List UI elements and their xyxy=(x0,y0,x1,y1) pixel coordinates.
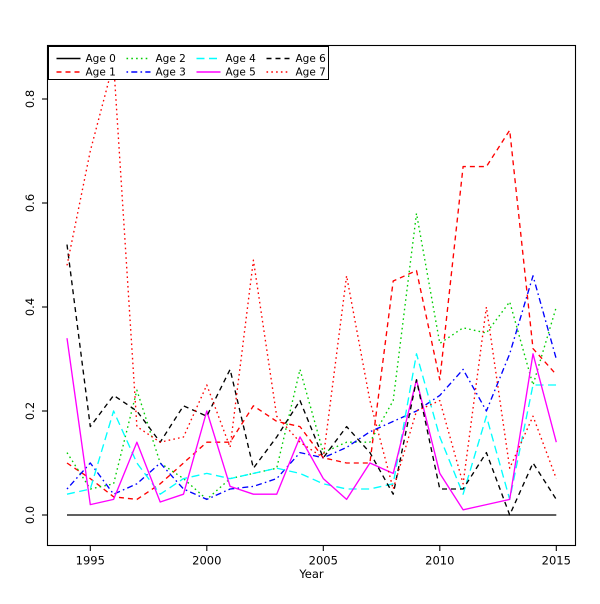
series-line-age-1 xyxy=(66,129,557,501)
x-tick-label: 2000 xyxy=(192,554,221,568)
series-line-age-7 xyxy=(66,61,557,490)
legend-box xyxy=(48,46,329,80)
legend-label-age-0: Age 0 xyxy=(86,53,116,65)
legend-label-age-5: Age 5 xyxy=(226,67,256,79)
y-tick-label: 0.8 xyxy=(23,90,37,108)
series-lines xyxy=(66,61,557,516)
x-tick-label: 1995 xyxy=(76,554,105,568)
x-tick-label: 2015 xyxy=(542,554,571,568)
y-tick-label: 0.2 xyxy=(23,402,37,420)
y-tick-label: 0.4 xyxy=(23,298,37,316)
legend: Age 0 Age 1 Age 2 Age 3 Age 4 Age 5 Age 6 Age 7 xyxy=(48,46,329,80)
x-tick-label: 2005 xyxy=(309,554,338,568)
y-axis: 0.0 0.2 0.4 0.6 0.8 xyxy=(23,90,48,524)
series-line-age-5 xyxy=(66,338,557,511)
legend-label-age-6: Age 6 xyxy=(296,53,327,65)
legend-label-age-7: Age 7 xyxy=(296,67,326,79)
legend-label-age-3: Age 3 xyxy=(156,67,186,79)
series-line-age-6 xyxy=(66,244,557,516)
series-line-age-3 xyxy=(66,275,557,501)
legend-label-age-1: Age 1 xyxy=(86,67,116,79)
x-axis: 1995 2000 2005 2010 2015 Year xyxy=(76,545,571,581)
plot-box xyxy=(46,44,577,547)
x-tick-label: 2010 xyxy=(425,554,454,568)
y-tick-label: 0.6 xyxy=(23,194,37,212)
legend-label-age-2: Age 2 xyxy=(156,53,186,65)
legend-label-age-4: Age 4 xyxy=(226,53,257,65)
y-tick-label: 0.0 xyxy=(23,506,37,524)
series-line-age-2 xyxy=(66,212,557,501)
x-axis-title: Year xyxy=(298,567,324,581)
series-line-age-4 xyxy=(66,353,557,501)
